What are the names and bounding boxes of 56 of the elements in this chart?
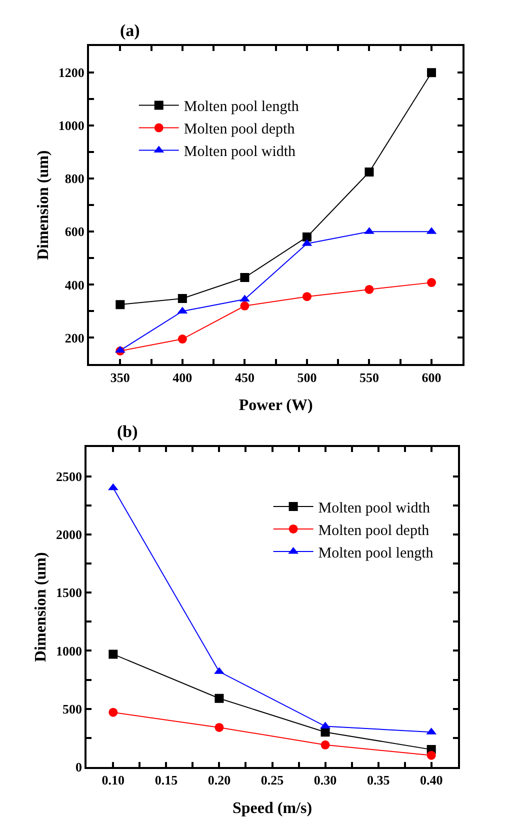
x-tick-label: 0.10 (102, 772, 125, 788)
y-tick-label: 1500 (56, 585, 82, 600)
x-tick-label: 0.30 (314, 772, 337, 788)
x-tick-label: 0.20 (208, 772, 231, 788)
point (364, 168, 374, 177)
legend-label: Molten pool length (318, 545, 434, 562)
point (302, 232, 312, 242)
point (214, 694, 224, 703)
point (427, 278, 436, 288)
x-tick-label: 500 (297, 370, 317, 385)
x-tick-label: 550 (359, 370, 379, 385)
legend-label: Molten pool depth (184, 122, 296, 138)
y-tick-label: 1000 (56, 643, 82, 658)
point (302, 292, 312, 302)
point (320, 740, 330, 750)
x-tick-label: 450 (234, 370, 254, 385)
point (240, 301, 250, 310)
point (320, 722, 330, 729)
point (240, 294, 250, 302)
legend-label: Molten pool width (184, 144, 296, 160)
point (178, 334, 187, 344)
y-tick-label: 600 (64, 224, 84, 240)
point (178, 294, 187, 303)
x-axis-title: Power (W) (238, 397, 313, 414)
legend-label: Molten pool width (318, 500, 430, 516)
point (108, 650, 118, 659)
y-tick-label: 400 (64, 277, 84, 292)
point (364, 284, 374, 294)
point (240, 273, 250, 282)
y-tick-label: 200 (64, 330, 84, 346)
y-tick-label: 800 (64, 171, 84, 186)
y-tick-label: 2000 (56, 526, 82, 542)
x-tick-label: 0.40 (420, 772, 443, 788)
x-axis-title: Speed (m/s) (232, 800, 312, 817)
x-tick-label: 0.35 (366, 772, 390, 788)
legend-label: Molten pool length (184, 99, 300, 116)
legend-label: Molten pool depth (318, 522, 430, 539)
point (426, 750, 436, 760)
x-tick-label: 600 (422, 370, 442, 385)
x-tick-label: 0.15 (154, 772, 178, 788)
chart-title: (a) (120, 21, 140, 40)
chart-title: (b) (117, 422, 138, 441)
point (108, 708, 118, 717)
y-tick-label: 1000 (58, 118, 84, 134)
point (116, 300, 125, 310)
y-tick-label: 0 (76, 760, 82, 775)
x-tick-label: 0.25 (260, 772, 284, 788)
y-tick-label: 500 (62, 701, 82, 716)
y-axis-title: Dimension (um) (32, 552, 50, 662)
point (214, 722, 224, 732)
x-tick-label: 400 (172, 370, 192, 385)
y-tick-label: 1200 (58, 65, 84, 80)
y-tick-label: 2500 (56, 468, 82, 484)
point (427, 68, 436, 78)
x-tick-label: 350 (110, 370, 130, 385)
y-axis-title: Dimension (um) (34, 150, 52, 260)
